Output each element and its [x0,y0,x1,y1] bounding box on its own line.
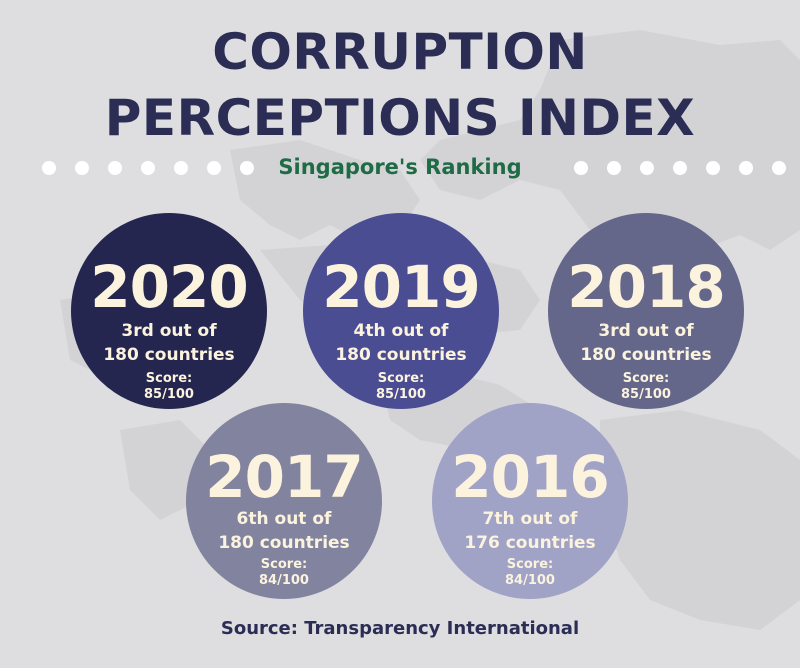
ranking-year: 2019 [322,253,480,321]
ranking-year: 2020 [90,253,248,321]
ranking-position-line2: 180 countries [103,345,235,365]
dot-icon [706,161,720,175]
decorative-dots-left [42,158,273,178]
ranking-circle-2018: 2018 3rd out of 180 countries Score: 85/… [548,213,744,409]
ranking-position-line1: 6th out of [236,509,332,529]
title-line-2: PERCEPTIONS INDEX [104,89,696,147]
score-value: 84/100 [505,573,555,588]
dot-icon [574,161,588,175]
ranking-position-line2: 176 countries [464,533,596,553]
ranking-position-line2: 180 countries [580,345,712,365]
title-line-1: CORRUPTION [212,23,588,81]
dot-icon [75,161,89,175]
ranking-position: 4th out of 180 countries [303,319,499,367]
ranking-circle-2019: 2019 4th out of 180 countries Score: 85/… [303,213,499,409]
ranking-circle-2017: 2017 6th out of 180 countries Score: 84/… [186,403,382,599]
score-value: 85/100 [621,387,671,402]
ranking-position-line1: 4th out of [353,321,449,341]
score-label: Score: [260,557,308,572]
score-label: Score: [622,371,670,386]
score-label: Score: [377,371,425,386]
ranking-position-line1: 7th out of [482,509,578,529]
ranking-year: 2018 [567,253,725,321]
ranking-position-line1: 3rd out of [598,321,694,341]
dot-icon [108,161,122,175]
ranking-score: Score: 85/100 [71,371,267,403]
subtitle: Singapore's Ranking [278,155,522,179]
source-credit: Source: Transparency International [220,618,580,639]
dot-icon [640,161,654,175]
dot-icon [141,161,155,175]
ranking-position-line1: 3rd out of [121,321,217,341]
score-value: 84/100 [259,573,309,588]
score-label: Score: [506,557,554,572]
dot-icon [607,161,621,175]
dot-icon [772,161,786,175]
ranking-year: 2017 [205,443,363,511]
ranking-score: Score: 85/100 [303,371,499,403]
ranking-circle-2020: 2020 3rd out of 180 countries Score: 85/… [71,213,267,409]
decorative-dots-right [574,158,800,178]
ranking-position: 7th out of 176 countries [432,507,628,555]
ranking-year: 2016 [451,443,609,511]
ranking-score: Score: 84/100 [432,557,628,589]
dot-icon [207,161,221,175]
dot-icon [739,161,753,175]
ranking-score: Score: 84/100 [186,557,382,589]
dot-icon [42,161,56,175]
score-value: 85/100 [376,387,426,402]
score-label: Score: [145,371,193,386]
ranking-position-line2: 180 countries [218,533,350,553]
score-value: 85/100 [144,387,194,402]
ranking-score: Score: 85/100 [548,371,744,403]
ranking-position-line2: 180 countries [335,345,467,365]
dot-icon [174,161,188,175]
ranking-position: 6th out of 180 countries [186,507,382,555]
dot-icon [240,161,254,175]
ranking-position: 3rd out of 180 countries [548,319,744,367]
dot-icon [673,161,687,175]
ranking-position: 3rd out of 180 countries [71,319,267,367]
ranking-circle-2016: 2016 7th out of 176 countries Score: 84/… [432,403,628,599]
